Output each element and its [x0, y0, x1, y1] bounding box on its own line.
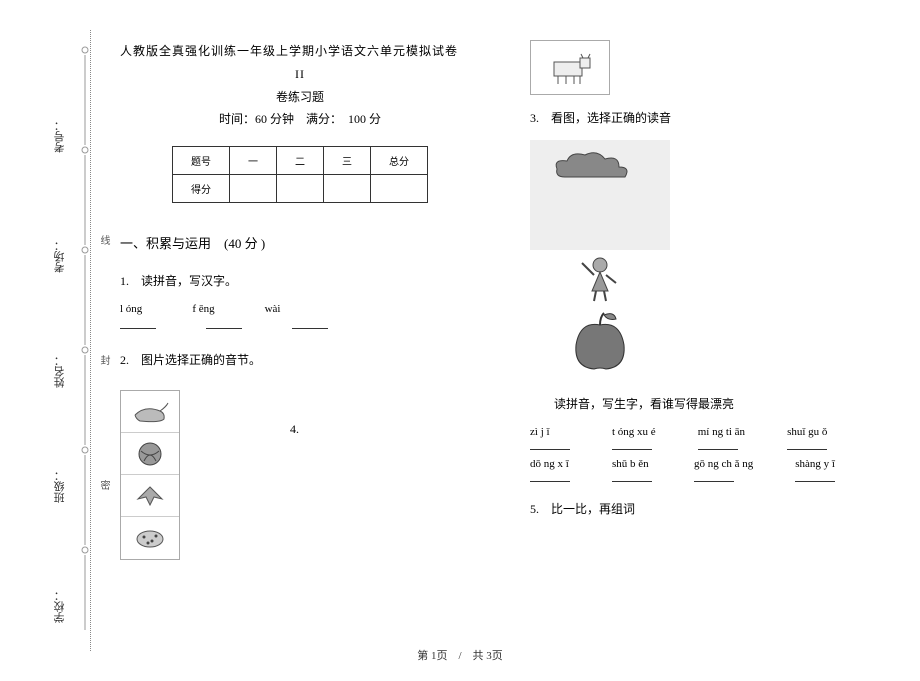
cell-3: [324, 175, 371, 203]
row-label: 得分: [173, 175, 230, 203]
cow-icon: [540, 48, 600, 88]
pinyin-1: l óng: [120, 303, 142, 315]
q2-text: 2. 图片选择正确的音节。: [120, 351, 480, 368]
title-line2: 卷练习题: [120, 86, 480, 109]
main-content: 人教版全真强化训练一年级上学期小学语文六单元模拟试卷 II 卷练习题 时间：60…: [120, 40, 890, 560]
binding-sidebar: 学校： 班级： 姓名： 考场： 考号： 密 封 线: [0, 0, 100, 681]
th-3: 三: [324, 147, 371, 175]
time-line: 时间：60 分钟 满分： 100 分: [120, 108, 480, 131]
river-seg: [530, 195, 670, 250]
pinyin-3: wài: [265, 303, 281, 315]
title-suffix: II: [295, 67, 305, 81]
cow-image: [530, 40, 610, 95]
py: mí ng ti ān: [698, 426, 745, 438]
q1-pinyin-row: l óng f ēng wài: [120, 303, 480, 315]
right-column: 3. 看图，选择正确的读音: [530, 40, 890, 560]
th-total: 总分: [371, 147, 428, 175]
anno-feng: 封: [96, 355, 111, 365]
th-label: 题号: [173, 147, 230, 175]
blank: [612, 440, 652, 450]
py: gō ng ch ǎ ng: [694, 458, 753, 470]
left-column: 人教版全真强化训练一年级上学期小学语文六单元模拟试卷 II 卷练习题 时间：60…: [120, 40, 480, 560]
q1-text: 1. 读拼音，写汉字。: [120, 272, 480, 289]
label-name: 姓名：: [52, 355, 68, 388]
blank: [530, 472, 570, 482]
cloud-seg: [530, 140, 670, 195]
cloud-icon: [545, 145, 655, 190]
blank: [206, 317, 242, 329]
q3-text: 3. 看图，选择正确的读音: [530, 109, 890, 126]
blank: [120, 317, 156, 329]
img-cell: [121, 391, 179, 433]
py: zì j ǐ: [530, 426, 570, 438]
pinyin-2: f ēng: [192, 303, 214, 315]
title-line1: 人教版全真强化训练一年级上学期小学语文六单元模拟试卷: [120, 44, 458, 58]
blank: [292, 317, 328, 329]
blank: [795, 472, 835, 482]
girl-seg: [530, 250, 670, 305]
img-cell: [121, 475, 179, 517]
whale-icon: [130, 397, 170, 427]
girl-icon: [570, 253, 630, 303]
ball-icon: [130, 439, 170, 469]
label-room: 考场：: [52, 240, 68, 273]
py: shū b ěn: [612, 458, 652, 470]
q1-blanks: [120, 317, 480, 329]
blank: [612, 472, 652, 482]
cell-1: [230, 175, 277, 203]
sidebar-decor-line: [78, 30, 92, 650]
cell-total: [371, 175, 428, 203]
blank: [698, 440, 738, 450]
py: dō ng x ī: [530, 458, 570, 470]
py: shuǐ gu ǒ: [787, 426, 827, 438]
img-cell: [121, 517, 179, 559]
section1-heading: 一、积累与运用 (40 分 ): [120, 233, 480, 252]
label-school: 学校：: [52, 590, 68, 623]
blank: [694, 472, 734, 482]
q3-image-block: [530, 140, 670, 377]
label-class: 班级：: [52, 470, 68, 503]
blank: [530, 440, 570, 450]
pinyin-grid-row2: dō ng x ī shū b ěn gō ng ch ǎ ng shàng y…: [530, 458, 890, 482]
blank: [787, 440, 827, 450]
cell-2: [277, 175, 324, 203]
py: shàng y ī: [795, 458, 835, 470]
apple-seg: [530, 305, 670, 377]
th-1: 一: [230, 147, 277, 175]
anno-mi: 密: [96, 480, 111, 490]
q2-number: 4.: [290, 422, 299, 437]
q2-image-stack: [120, 390, 180, 560]
py: t óng xu é: [612, 426, 656, 438]
label-number: 考号：: [52, 120, 68, 153]
q4-intro: 读拼音，写生字，看谁写得最漂亮: [554, 395, 890, 412]
eagle-icon: [130, 481, 170, 511]
th-2: 二: [277, 147, 324, 175]
score-table: 题号 一 二 三 总分 得分: [172, 146, 428, 203]
q5-text: 5. 比一比，再组词: [530, 500, 890, 517]
anno-xian: 线: [96, 235, 111, 245]
title-block: 人教版全真强化训练一年级上学期小学语文六单元模拟试卷 II 卷练习题 时间：60…: [120, 40, 480, 131]
img-cell: [121, 433, 179, 475]
pinyin-grid-row1: zì j ǐ t óng xu é mí ng ti ān shuǐ gu ǒ: [530, 426, 890, 450]
leopard-icon: [130, 523, 170, 553]
page-footer: 第 1页 / 共 3页: [0, 647, 920, 663]
apple-icon: [560, 307, 640, 375]
